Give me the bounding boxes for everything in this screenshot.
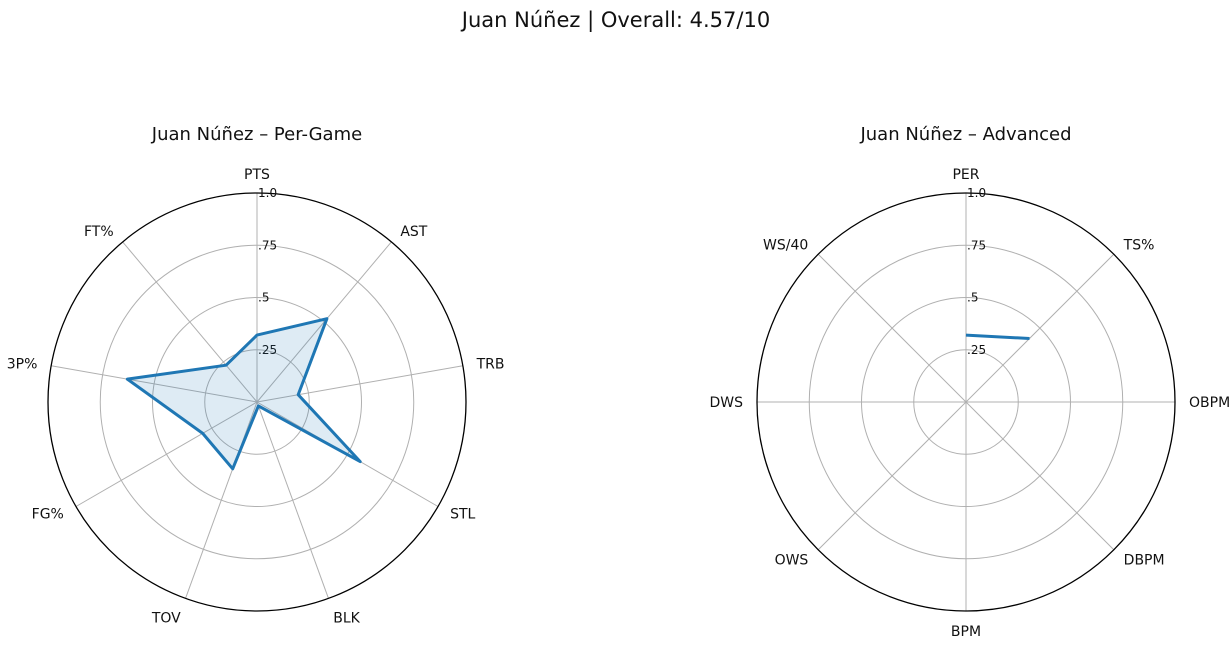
category-label-trb: TRB: [476, 356, 505, 372]
category-label-ts-: TS%: [1123, 237, 1155, 253]
series-line: [125, 317, 362, 471]
series-area: [127, 318, 361, 469]
category-label-pts: PTS: [244, 167, 270, 183]
category-label-stl: STL: [450, 507, 475, 523]
category-label-per: PER: [952, 167, 979, 183]
category-label-dbpm: DBPM: [1124, 553, 1165, 569]
r-tick-label: .5: [258, 291, 269, 305]
category-label-fg-: FG%: [32, 507, 64, 523]
radar-per-game: .25 .5 .75 1.0 PTS AST TRB STL BLK TOV FG% 3P% FT% Ju…: [7, 124, 505, 627]
category-label-blk: BLK: [333, 611, 360, 627]
r-tick-label: 1.0: [258, 186, 277, 200]
spoke-ws-40: [817, 253, 967, 403]
category-label-3p-: 3P%: [7, 356, 38, 372]
category-label-ft-: FT%: [84, 224, 114, 240]
spoke-dbpm: [965, 401, 1115, 551]
category-label-tov: TOV: [151, 611, 181, 627]
category-label-bpm: BPM: [951, 624, 981, 640]
spoke-blk: [256, 401, 329, 599]
chart-title-per-game: Juan Núñez – Per-Game: [151, 124, 362, 145]
spoke-ows: [817, 401, 967, 551]
spoke-trb: [256, 365, 463, 403]
r-tick-label: .25: [258, 343, 277, 357]
r-tick-label: .25: [967, 343, 986, 357]
series-line: [965, 333, 1030, 340]
category-label-obpm: OBPM: [1189, 395, 1230, 411]
radar-advanced: .25 .5 .75 1.0 PER TS% OBPM DBPM BPM OWS DWS WS/40 J…: [709, 124, 1230, 640]
spoke-fg-: [75, 401, 258, 507]
chart-title-advanced: Juan Núñez – Advanced: [859, 124, 1071, 145]
category-label-ws-40: WS/40: [763, 237, 808, 253]
r-tick-label: 1.0: [967, 186, 986, 200]
r-tick-label: .5: [967, 291, 978, 305]
spoke-3p-: [51, 365, 258, 403]
polar-frame: [47, 192, 467, 612]
spoke-ft-: [122, 241, 258, 403]
category-label-ast: AST: [400, 224, 427, 240]
spoke-ts-: [965, 253, 1115, 403]
r-tick-label: .75: [258, 238, 277, 252]
polar-frame: [756, 192, 1176, 612]
category-label-ows: OWS: [775, 553, 809, 569]
figure-title: Juan Núñez | Overall: 4.57/10: [461, 8, 771, 32]
category-label-dws: DWS: [709, 395, 743, 411]
r-tick-label: .75: [967, 238, 986, 252]
